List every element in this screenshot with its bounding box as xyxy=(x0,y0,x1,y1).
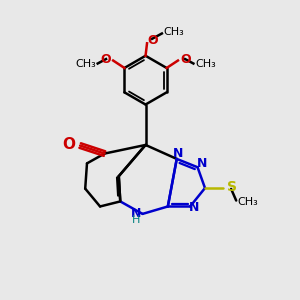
Text: CH₃: CH₃ xyxy=(75,58,96,68)
Text: N: N xyxy=(197,157,207,170)
Text: N: N xyxy=(172,147,183,160)
Text: H: H xyxy=(132,215,140,225)
Text: S: S xyxy=(227,180,237,194)
Text: CH₃: CH₃ xyxy=(164,27,184,37)
Text: N: N xyxy=(188,202,199,214)
Text: O: O xyxy=(63,136,76,152)
Text: CH₃: CH₃ xyxy=(195,58,216,68)
Text: O: O xyxy=(180,52,190,66)
Text: N: N xyxy=(131,207,141,220)
Text: O: O xyxy=(100,52,111,66)
Text: CH₃: CH₃ xyxy=(238,197,258,207)
Text: O: O xyxy=(148,34,158,47)
